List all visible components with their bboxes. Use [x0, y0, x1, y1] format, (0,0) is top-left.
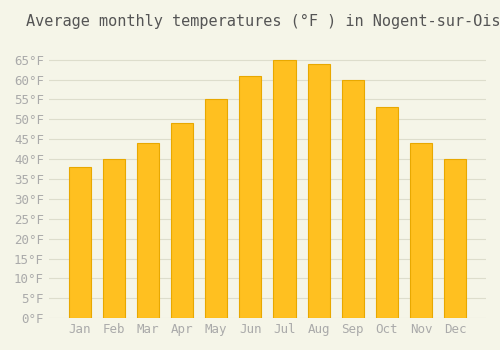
Bar: [68, 167, 91, 318]
Bar: [137, 143, 159, 318]
Bar: [240, 76, 262, 318]
Bar: [308, 64, 330, 318]
Bar: [342, 79, 364, 318]
Bar: [171, 123, 193, 318]
Title: Average monthly temperatures (°F ) in Nogent-sur-Oise: Average monthly temperatures (°F ) in No…: [26, 14, 500, 29]
Bar: [410, 143, 432, 318]
Bar: [444, 159, 466, 318]
Bar: [205, 99, 228, 318]
Bar: [274, 60, 295, 318]
Bar: [103, 159, 125, 318]
Bar: [376, 107, 398, 318]
